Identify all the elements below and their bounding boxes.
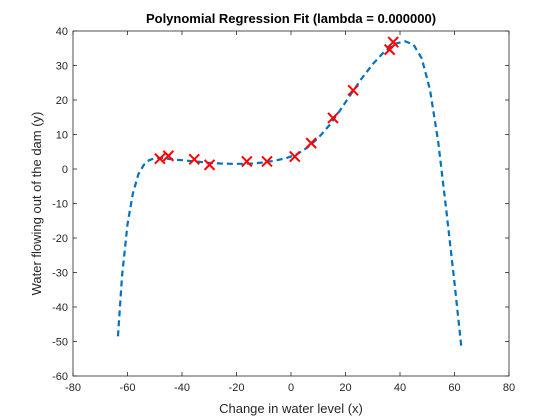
x-tick-label: 60 <box>448 382 460 394</box>
data-point-stroke <box>387 36 399 48</box>
data-point-marker <box>203 159 216 171</box>
y-axis-ticks: -60 -50 -40 -30 -20 -10 0 10 20 30 40 <box>52 26 509 383</box>
chart-title: Polynomial Regression Fit (lambda = 0.00… <box>146 11 436 26</box>
y-tick-label: 20 <box>56 95 68 107</box>
x-tick-label: -80 <box>65 382 81 394</box>
data-point-marker <box>305 137 317 149</box>
data-point-marker <box>383 43 396 56</box>
fit-curve-line <box>116 40 463 347</box>
y-tick-label: -10 <box>52 199 68 211</box>
data-point-stroke <box>261 155 273 168</box>
data-point-stroke <box>347 84 359 97</box>
data-point-marker <box>289 150 301 163</box>
data-point-stroke <box>188 153 200 166</box>
data-point-marker <box>154 152 166 165</box>
y-tick-label: 30 <box>56 61 68 73</box>
data-point-stroke <box>383 43 396 56</box>
x-tick-label: 40 <box>394 382 406 394</box>
points-layer <box>154 36 399 171</box>
data-point-stroke <box>289 150 301 163</box>
y-tick-label: 0 <box>62 164 68 176</box>
fit-layer <box>116 40 463 347</box>
data-point-marker <box>241 155 253 168</box>
axes-background <box>73 31 509 376</box>
x-tick-label: -60 <box>120 382 136 394</box>
data-point-stroke <box>154 152 166 165</box>
x-tick-label: -40 <box>174 382 190 394</box>
data-point-stroke <box>305 137 317 149</box>
y-tick-label: -50 <box>52 337 68 349</box>
y-axis-label: Water flowing out of the dam (y) <box>29 112 44 296</box>
y-tick-label: 40 <box>56 26 68 38</box>
x-axis-label: Change in water level (x) <box>219 401 363 416</box>
data-point-marker <box>261 155 273 168</box>
y-tick-label: -20 <box>52 233 68 245</box>
data-point-marker <box>162 150 175 162</box>
y-tick-label: -40 <box>52 302 68 314</box>
data-point-marker <box>188 153 200 166</box>
data-point-marker <box>327 112 339 124</box>
y-tick-label: -60 <box>52 371 68 383</box>
data-point-marker <box>347 84 359 97</box>
x-tick-label: 20 <box>339 382 351 394</box>
x-tick-label: -20 <box>229 382 245 394</box>
data-point-stroke <box>203 159 216 171</box>
y-tick-label: -30 <box>52 268 68 280</box>
data-point-marker <box>387 36 399 48</box>
x-tick-label: 80 <box>503 382 515 394</box>
data-point-stroke <box>162 150 175 162</box>
data-point-stroke <box>241 155 253 168</box>
data-point-stroke <box>327 112 339 124</box>
x-tick-label: 0 <box>288 382 294 394</box>
x-axis-ticks: -80 -60 -40 -20 0 20 40 60 80 <box>65 31 515 394</box>
y-tick-label: 10 <box>56 130 68 142</box>
